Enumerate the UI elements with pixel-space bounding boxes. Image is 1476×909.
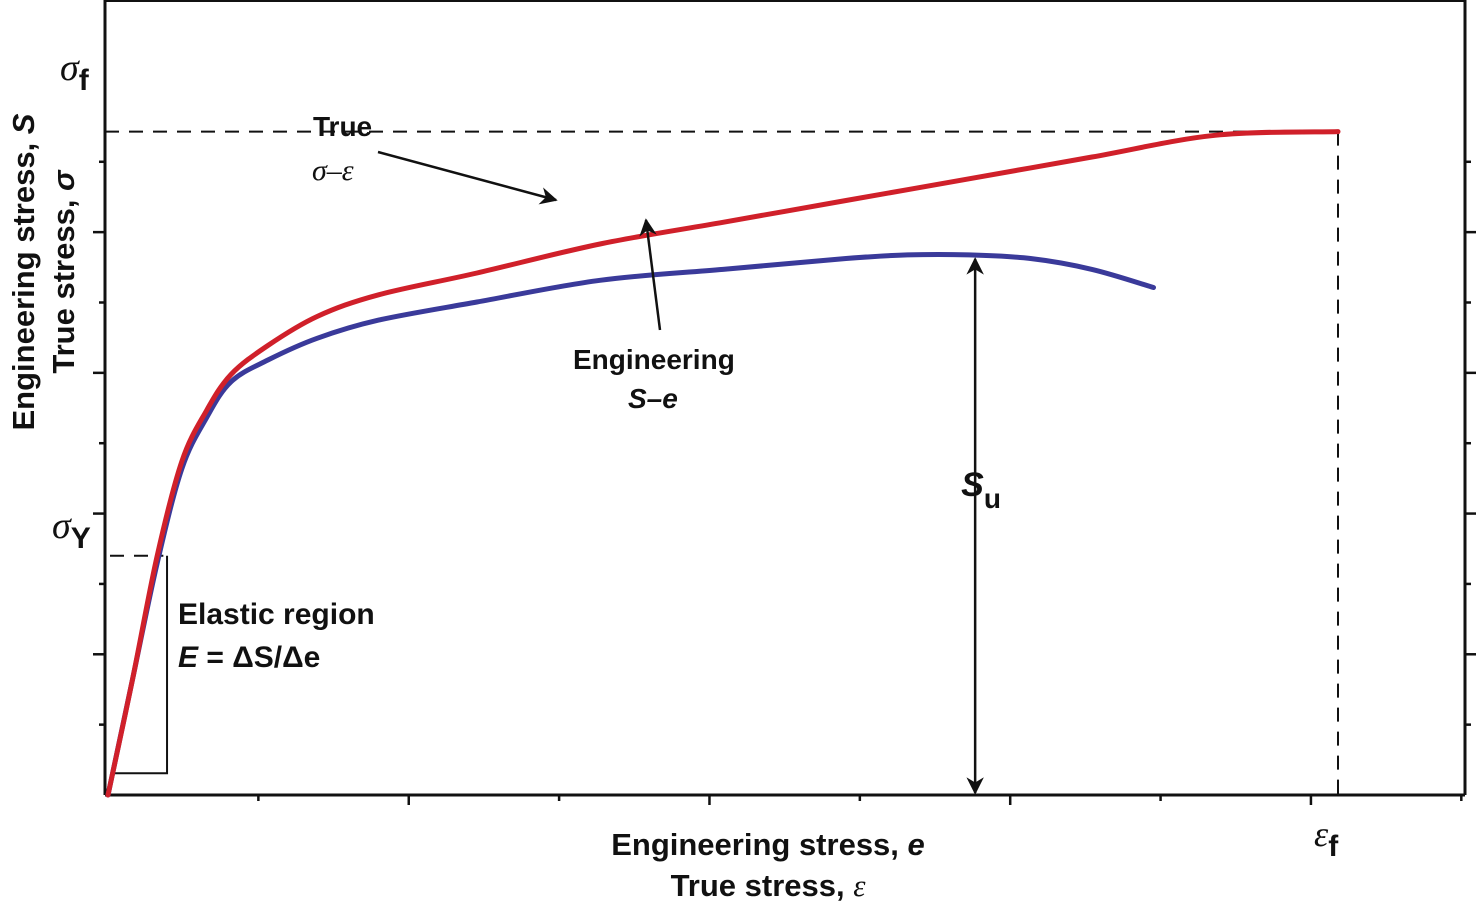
engineering-arrow <box>639 218 662 331</box>
x-axis-label-1-var: e <box>908 827 925 862</box>
epsilon-f-sub: f <box>1328 830 1339 863</box>
epsilon-f-label: εf <box>1314 814 1339 863</box>
y-axis-label-1: Engineering stress, S <box>6 113 41 430</box>
true-curve <box>105 129 1341 798</box>
x-axis-label-2: True stress, ε <box>671 868 867 903</box>
engineering-sub-label: S–e <box>628 383 678 414</box>
sigma-y-sub: Y <box>71 522 91 555</box>
x-axis-label-2-var: ε <box>853 868 866 903</box>
sigma-y-label: σY <box>52 505 91 555</box>
axes-frame <box>103 0 1467 797</box>
y-axis-label-2-text: True stress, <box>46 191 81 374</box>
sigma-y-symbol: σ <box>52 505 72 547</box>
su-label-main: S <box>961 466 984 504</box>
elastic-equation-E: E <box>178 641 199 674</box>
sigma-f-symbol: σ <box>60 47 80 89</box>
y-axis-label-1-var: S <box>6 113 41 134</box>
elastic-equation: E = ΔS/Δe <box>178 641 320 674</box>
sigma-f-sub: f <box>79 64 90 97</box>
epsilon-f-symbol: ε <box>1314 814 1329 854</box>
y-axis-label-2-var: σ <box>46 169 81 191</box>
engineering-label: Engineering <box>573 344 735 375</box>
engineering-curve <box>105 251 1156 798</box>
sigma-f-label: σf <box>60 47 90 97</box>
tick-marks <box>93 160 1476 805</box>
su-label-sub: u <box>984 483 1001 514</box>
elastic-region-title: Elastic region <box>178 598 375 631</box>
true-label: True <box>313 111 372 142</box>
true-arrow <box>377 150 558 205</box>
x-axis-label-1: Engineering stress, e <box>611 827 925 862</box>
y-axis-label-1-text: Engineering stress, <box>6 134 41 430</box>
su-label: Su <box>961 466 1001 514</box>
elastic-region-box <box>114 555 169 775</box>
elastic-equation-rest: = ΔS/Δe <box>198 641 320 674</box>
y-axis-label-2: True stress, σ <box>46 169 81 374</box>
x-axis-label-1-text: Engineering stress, <box>611 827 907 862</box>
x-axis-label-2-text: True stress, <box>671 868 854 903</box>
guide-lines <box>105 130 1339 795</box>
true-sub-label: σ–ε <box>312 154 354 187</box>
